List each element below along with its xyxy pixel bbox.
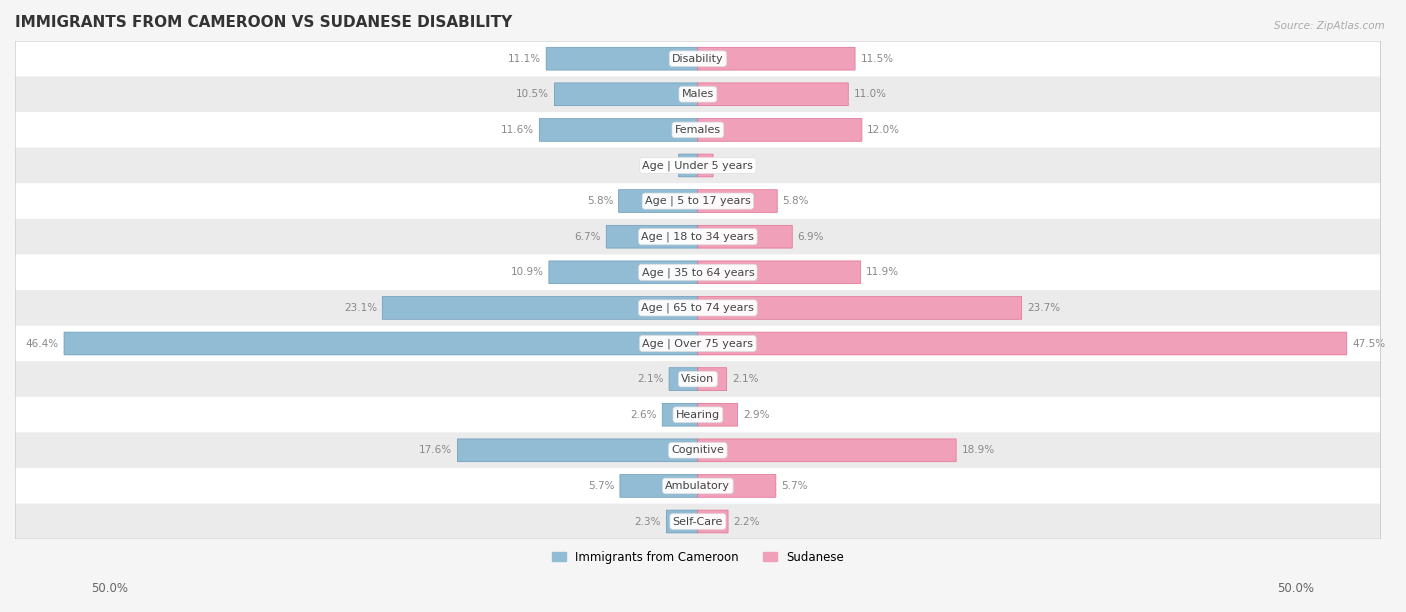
FancyBboxPatch shape: [697, 190, 778, 212]
FancyBboxPatch shape: [697, 403, 738, 426]
FancyBboxPatch shape: [697, 296, 1022, 319]
FancyBboxPatch shape: [697, 261, 860, 284]
Text: 5.7%: 5.7%: [588, 481, 614, 491]
Text: Cognitive: Cognitive: [672, 446, 724, 455]
Text: 47.5%: 47.5%: [1353, 338, 1385, 348]
FancyBboxPatch shape: [15, 290, 1381, 326]
Text: 17.6%: 17.6%: [419, 446, 453, 455]
FancyBboxPatch shape: [15, 504, 1381, 539]
FancyBboxPatch shape: [619, 190, 697, 212]
FancyBboxPatch shape: [15, 326, 1381, 361]
FancyBboxPatch shape: [15, 361, 1381, 397]
FancyBboxPatch shape: [697, 332, 1347, 355]
FancyBboxPatch shape: [15, 219, 1381, 255]
FancyBboxPatch shape: [382, 296, 697, 319]
FancyBboxPatch shape: [15, 147, 1381, 184]
Text: Males: Males: [682, 89, 714, 99]
Text: Age | 18 to 34 years: Age | 18 to 34 years: [641, 231, 754, 242]
FancyBboxPatch shape: [697, 474, 776, 498]
Text: 11.0%: 11.0%: [853, 89, 887, 99]
FancyBboxPatch shape: [697, 154, 713, 177]
Text: Age | 5 to 17 years: Age | 5 to 17 years: [645, 196, 751, 206]
FancyBboxPatch shape: [669, 368, 697, 390]
FancyBboxPatch shape: [540, 119, 697, 141]
FancyBboxPatch shape: [697, 225, 792, 248]
FancyBboxPatch shape: [15, 76, 1381, 112]
Text: Age | 35 to 64 years: Age | 35 to 64 years: [641, 267, 754, 278]
Text: Hearing: Hearing: [676, 409, 720, 420]
FancyBboxPatch shape: [15, 468, 1381, 504]
Text: 46.4%: 46.4%: [25, 338, 59, 348]
Text: Disability: Disability: [672, 54, 724, 64]
FancyBboxPatch shape: [546, 47, 697, 70]
Text: 1.1%: 1.1%: [718, 160, 745, 171]
FancyBboxPatch shape: [666, 510, 697, 533]
Text: 2.1%: 2.1%: [637, 374, 664, 384]
Text: 23.7%: 23.7%: [1026, 303, 1060, 313]
Text: 5.8%: 5.8%: [586, 196, 613, 206]
Text: Vision: Vision: [682, 374, 714, 384]
FancyBboxPatch shape: [15, 433, 1381, 468]
FancyBboxPatch shape: [679, 154, 697, 177]
FancyBboxPatch shape: [457, 439, 697, 461]
Text: 11.5%: 11.5%: [860, 54, 894, 64]
Text: 18.9%: 18.9%: [962, 446, 994, 455]
Text: Age | 65 to 74 years: Age | 65 to 74 years: [641, 303, 754, 313]
FancyBboxPatch shape: [554, 83, 697, 106]
Text: 10.9%: 10.9%: [510, 267, 544, 277]
Text: 6.7%: 6.7%: [575, 232, 600, 242]
Text: 10.5%: 10.5%: [516, 89, 548, 99]
Text: Age | Under 5 years: Age | Under 5 years: [643, 160, 754, 171]
Text: 50.0%: 50.0%: [1278, 582, 1315, 595]
Text: 23.1%: 23.1%: [344, 303, 377, 313]
Text: Ambulatory: Ambulatory: [665, 481, 730, 491]
FancyBboxPatch shape: [662, 403, 697, 426]
Text: Self-Care: Self-Care: [672, 517, 723, 526]
Text: 12.0%: 12.0%: [868, 125, 900, 135]
FancyBboxPatch shape: [15, 397, 1381, 433]
Text: 2.6%: 2.6%: [630, 409, 657, 420]
Text: 2.3%: 2.3%: [634, 517, 661, 526]
FancyBboxPatch shape: [548, 261, 697, 284]
FancyBboxPatch shape: [15, 112, 1381, 147]
Text: 6.9%: 6.9%: [797, 232, 824, 242]
Text: 5.8%: 5.8%: [783, 196, 808, 206]
FancyBboxPatch shape: [697, 83, 848, 106]
Text: 11.6%: 11.6%: [501, 125, 534, 135]
FancyBboxPatch shape: [620, 474, 697, 498]
Text: 50.0%: 50.0%: [91, 582, 128, 595]
Text: 2.2%: 2.2%: [734, 517, 759, 526]
FancyBboxPatch shape: [15, 255, 1381, 290]
Text: Females: Females: [675, 125, 721, 135]
Text: Source: ZipAtlas.com: Source: ZipAtlas.com: [1274, 21, 1385, 31]
Text: 2.1%: 2.1%: [733, 374, 758, 384]
FancyBboxPatch shape: [606, 225, 697, 248]
Legend: Immigrants from Cameroon, Sudanese: Immigrants from Cameroon, Sudanese: [547, 546, 849, 569]
FancyBboxPatch shape: [697, 368, 727, 390]
FancyBboxPatch shape: [65, 332, 697, 355]
FancyBboxPatch shape: [697, 119, 862, 141]
Text: 11.1%: 11.1%: [508, 54, 541, 64]
Text: 11.9%: 11.9%: [866, 267, 898, 277]
Text: Age | Over 75 years: Age | Over 75 years: [643, 338, 754, 349]
Text: IMMIGRANTS FROM CAMEROON VS SUDANESE DISABILITY: IMMIGRANTS FROM CAMEROON VS SUDANESE DIS…: [15, 15, 512, 30]
FancyBboxPatch shape: [15, 184, 1381, 219]
FancyBboxPatch shape: [697, 47, 855, 70]
Text: 1.4%: 1.4%: [647, 160, 673, 171]
Text: 2.9%: 2.9%: [742, 409, 769, 420]
FancyBboxPatch shape: [15, 41, 1381, 76]
FancyBboxPatch shape: [697, 439, 956, 461]
Text: 5.7%: 5.7%: [782, 481, 807, 491]
FancyBboxPatch shape: [697, 510, 728, 533]
